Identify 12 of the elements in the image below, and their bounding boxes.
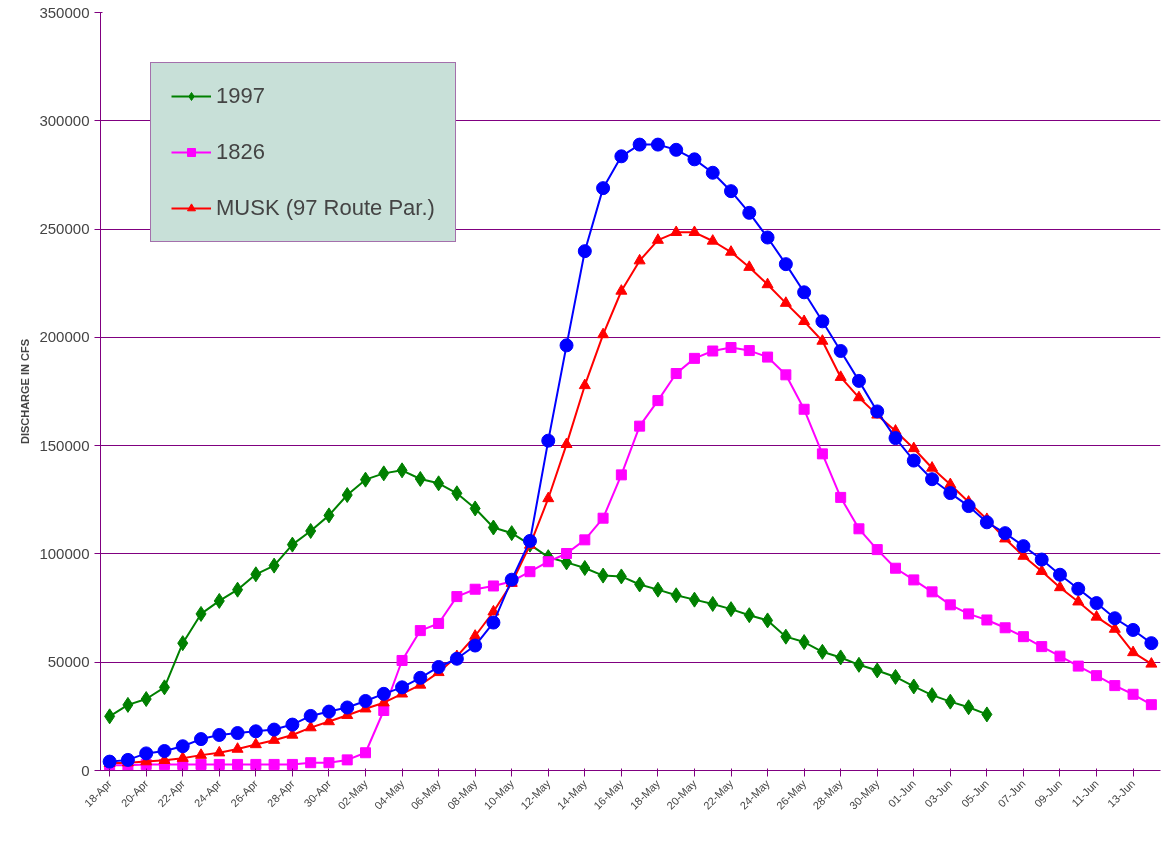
y-tick-label: 150000 xyxy=(39,436,90,454)
y-tick-label: 350000 xyxy=(39,3,90,21)
legend-label: 1997 xyxy=(216,83,265,109)
legend-label: 1826 xyxy=(216,139,265,165)
y-tick-label: 100000 xyxy=(39,544,90,562)
y-tick-label: 250000 xyxy=(39,220,90,238)
y-axis-title: DISCHARGE IN CFS xyxy=(19,338,32,445)
legend-label: MUSK (97 Route Par.) xyxy=(216,195,435,221)
y-tick-label: 0 xyxy=(81,761,90,779)
y-tick-label: 200000 xyxy=(39,328,90,346)
y-tick-label: 300000 xyxy=(39,111,90,129)
y-tick-label: 50000 xyxy=(47,653,90,671)
